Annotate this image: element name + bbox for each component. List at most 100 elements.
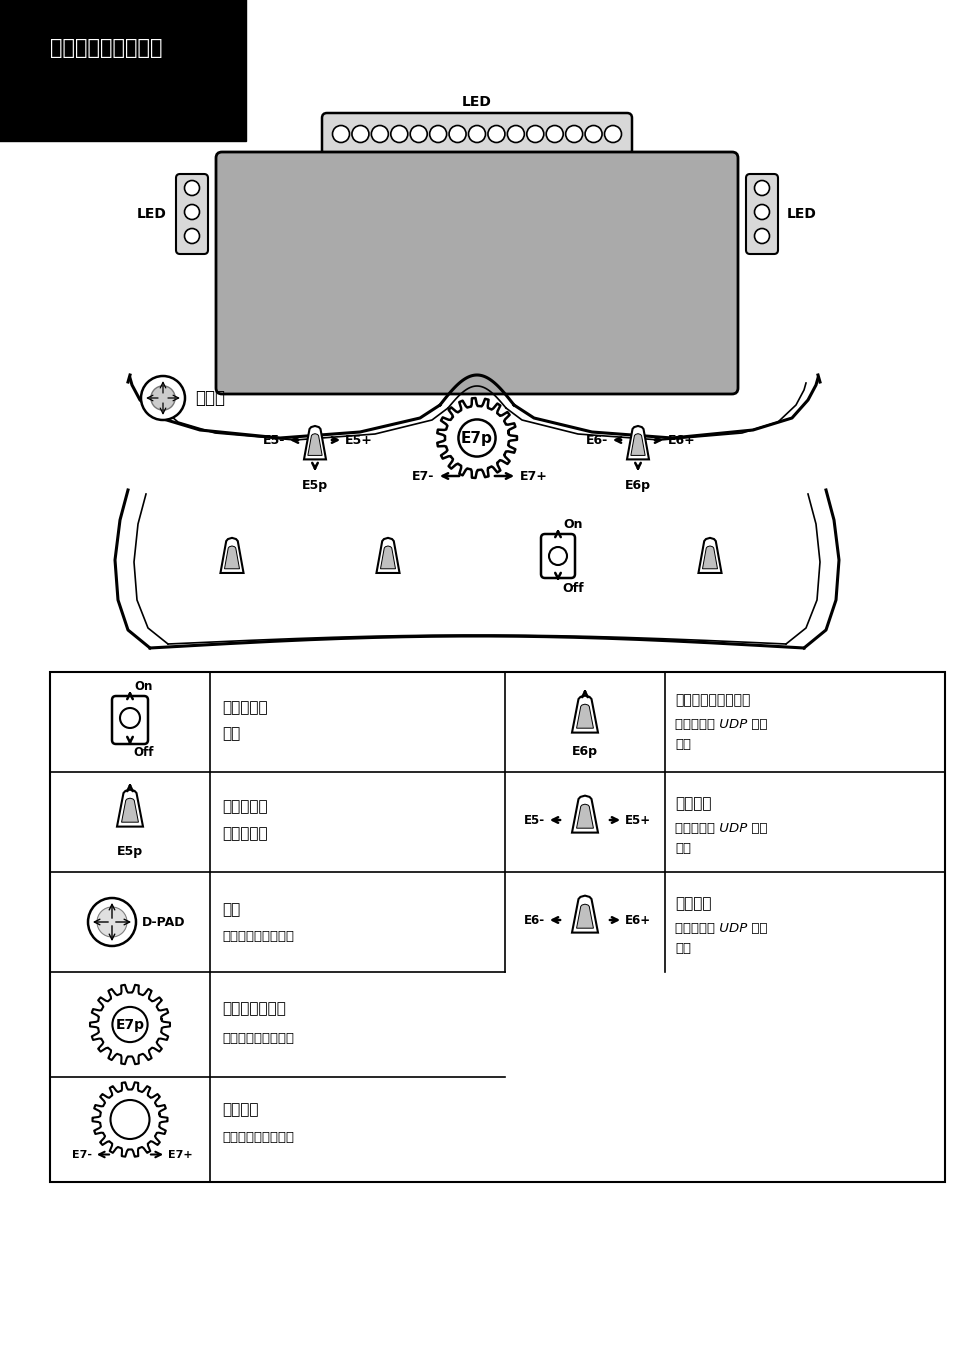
Text: 螢幕顯示管理：對應: 螢幕顯示管理：對應: [50, 38, 162, 58]
Circle shape: [548, 547, 566, 566]
Circle shape: [141, 377, 185, 420]
Text: Off: Off: [561, 582, 583, 594]
Circle shape: [371, 126, 388, 143]
Text: LED: LED: [786, 207, 816, 221]
Text: 開啟或關閉: 開啟或關閉: [222, 701, 268, 716]
Text: 選取黑暗或明亮模式: 選取黑暗或明亮模式: [675, 693, 750, 707]
Circle shape: [333, 126, 349, 143]
FancyBboxPatch shape: [745, 174, 778, 254]
Text: 螢幕: 螢幕: [222, 726, 240, 741]
Text: LED: LED: [137, 207, 167, 221]
Polygon shape: [698, 537, 720, 572]
Text: 變更螢幕: 變更螢幕: [675, 896, 711, 911]
Text: （在方向盤菜單中）: （在方向盤菜單中）: [222, 1131, 294, 1143]
FancyBboxPatch shape: [540, 535, 575, 578]
FancyBboxPatch shape: [215, 153, 738, 394]
Circle shape: [151, 386, 175, 410]
Text: LED: LED: [461, 95, 492, 109]
Text: On: On: [133, 679, 152, 693]
Text: On: On: [562, 517, 582, 531]
Text: D-PAD: D-PAD: [142, 915, 185, 929]
Polygon shape: [576, 805, 593, 828]
Text: E6-: E6-: [523, 914, 544, 926]
Circle shape: [97, 907, 127, 937]
Text: E7p: E7p: [460, 431, 493, 446]
Circle shape: [468, 126, 485, 143]
Polygon shape: [376, 537, 399, 572]
Text: E7+: E7+: [168, 1149, 193, 1160]
Polygon shape: [308, 433, 322, 455]
Text: 中）: 中）: [675, 737, 690, 751]
Polygon shape: [701, 545, 717, 568]
Text: （在本機或 UDP 遊戲: （在本機或 UDP 遊戲: [675, 717, 767, 730]
Text: 更換皮膚: 更換皮膚: [675, 796, 711, 811]
Circle shape: [449, 126, 466, 143]
Circle shape: [754, 204, 769, 220]
Polygon shape: [576, 904, 593, 929]
Circle shape: [410, 126, 427, 143]
Text: E7-: E7-: [411, 470, 434, 482]
Text: E6-: E6-: [585, 433, 607, 447]
Circle shape: [584, 126, 601, 143]
Text: Off: Off: [132, 745, 153, 759]
Circle shape: [429, 126, 446, 143]
Text: E5+: E5+: [345, 433, 373, 447]
Circle shape: [546, 126, 562, 143]
Text: E6p: E6p: [624, 479, 650, 493]
Circle shape: [604, 126, 620, 143]
Text: E7p: E7p: [115, 1018, 144, 1031]
FancyBboxPatch shape: [322, 113, 631, 155]
Polygon shape: [572, 695, 598, 733]
Polygon shape: [121, 798, 138, 822]
Polygon shape: [117, 790, 143, 826]
Circle shape: [754, 228, 769, 243]
Text: 方向鍵: 方向鍵: [194, 389, 225, 406]
Bar: [50, 672, 944, 1183]
Text: （在本機或 UDP 遊戲: （在本機或 UDP 遊戲: [675, 822, 767, 834]
Text: E7-: E7-: [71, 1149, 91, 1160]
Circle shape: [507, 126, 524, 143]
Circle shape: [526, 126, 543, 143]
Polygon shape: [630, 433, 644, 455]
FancyBboxPatch shape: [175, 174, 208, 254]
Text: （在方向盤菜單中）: （在方向盤菜單中）: [222, 1031, 294, 1045]
Polygon shape: [572, 895, 598, 933]
Text: E6+: E6+: [624, 914, 651, 926]
Text: E6p: E6p: [572, 745, 598, 759]
Circle shape: [754, 181, 769, 196]
Circle shape: [565, 126, 582, 143]
Circle shape: [184, 228, 199, 243]
Circle shape: [184, 181, 199, 196]
Polygon shape: [380, 545, 395, 568]
Text: 驗證或變更參數: 驗證或變更參數: [222, 1000, 286, 1017]
Polygon shape: [626, 427, 648, 459]
Polygon shape: [220, 537, 243, 572]
Text: 進入或退出: 進入或退出: [222, 799, 268, 814]
Text: E5-: E5-: [262, 433, 285, 447]
Text: 導航: 導航: [222, 903, 240, 918]
Text: E6+: E6+: [667, 433, 695, 447]
Circle shape: [88, 898, 136, 946]
Circle shape: [120, 707, 140, 728]
Polygon shape: [224, 545, 239, 568]
Circle shape: [112, 1007, 148, 1042]
Circle shape: [111, 1100, 150, 1139]
Circle shape: [184, 204, 199, 220]
Circle shape: [391, 126, 407, 143]
Circle shape: [458, 420, 495, 456]
Text: （在本機或 UDP 遊戲: （在本機或 UDP 遊戲: [675, 922, 767, 934]
Circle shape: [352, 126, 369, 143]
Text: E7+: E7+: [519, 470, 547, 482]
Text: E5+: E5+: [624, 814, 651, 826]
Polygon shape: [572, 795, 598, 833]
Text: 中）: 中）: [675, 841, 690, 855]
Text: E5p: E5p: [117, 845, 143, 859]
Text: E5p: E5p: [301, 479, 328, 493]
Polygon shape: [576, 705, 593, 728]
FancyBboxPatch shape: [112, 697, 148, 744]
Text: （在方向盤菜單中）: （在方向盤菜單中）: [222, 930, 294, 942]
Text: 變更參數: 變更參數: [222, 1102, 258, 1116]
Circle shape: [487, 126, 504, 143]
Text: E5-: E5-: [523, 814, 544, 826]
Polygon shape: [304, 427, 326, 459]
